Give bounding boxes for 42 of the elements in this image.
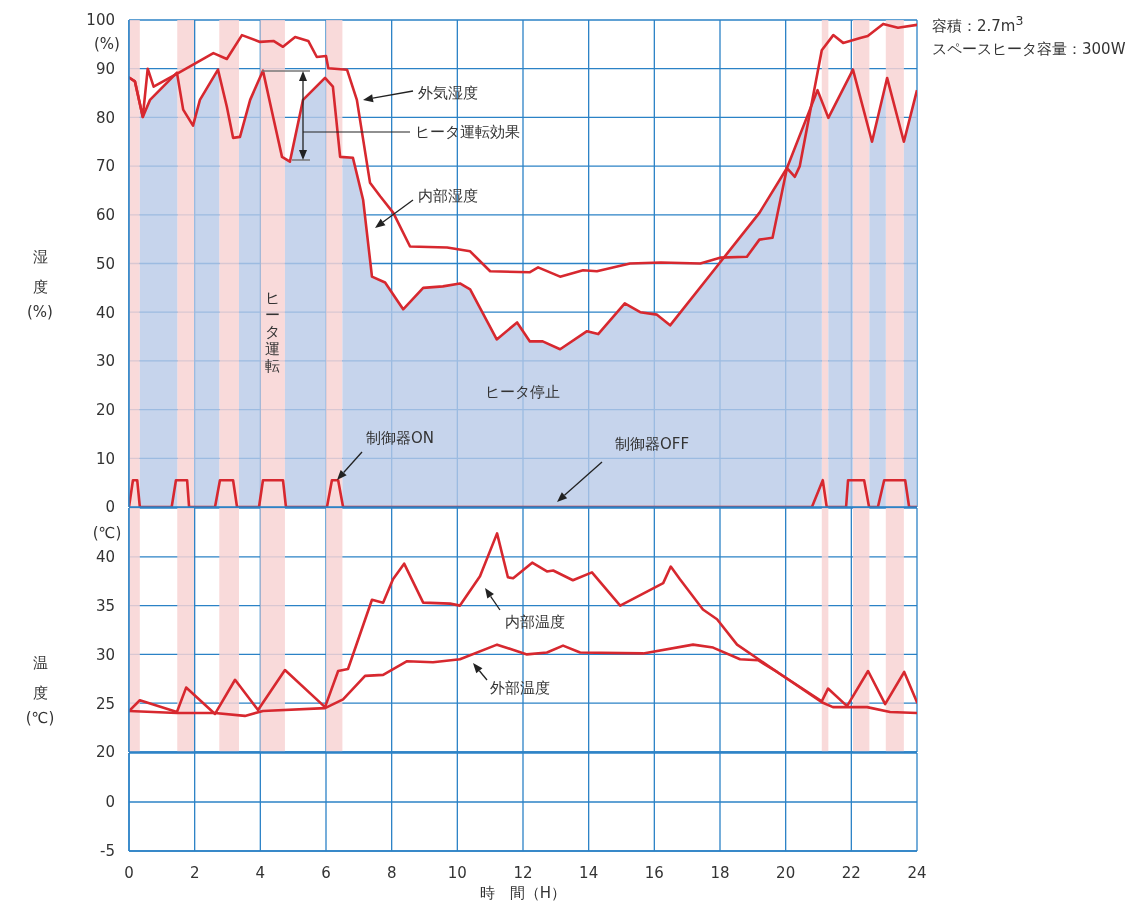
y-tick-label: 20: [95, 743, 115, 762]
y-tick-label: 10: [95, 449, 115, 468]
x-tick-label: 24: [907, 863, 927, 882]
annotation: 制御器OFF: [614, 434, 690, 453]
x-tick-label: 6: [321, 863, 331, 882]
y-axis-title: 湿度(%): [27, 247, 53, 322]
x-tick-label: 2: [189, 863, 200, 882]
x-tick-label: 4: [255, 863, 266, 882]
annotation: ヒータ運転: [264, 289, 280, 375]
y-tick-label: 60: [95, 206, 115, 225]
annotation: ヒータ停止: [484, 382, 560, 401]
text: 容積：2.7m$^{3}$: [932, 12, 1024, 35]
y-tick-label: 35: [95, 596, 115, 615]
y-tick-label: 0: [105, 793, 115, 812]
text: (℃): [92, 523, 122, 542]
x-tick-label: 16: [644, 863, 664, 882]
y-tick-label: 40: [95, 548, 115, 567]
y-tick-label: 90: [95, 60, 115, 79]
text: スペースヒータ容量：300W: [932, 39, 1126, 58]
annotation: 制御器ON: [365, 428, 435, 447]
x-tick-label: 12: [513, 863, 533, 882]
y-tick-label: 80: [95, 108, 115, 127]
x-tick-label: 20: [776, 863, 796, 882]
x-axis-title: 時 間（H）: [479, 883, 567, 903]
y-tick-label: 40: [95, 303, 115, 322]
x-tick-label: 10: [447, 863, 467, 882]
x-tick-label: 0: [124, 863, 134, 882]
y-tick-label: 20: [95, 400, 115, 419]
text: (%): [94, 34, 120, 53]
x-tick-label: 18: [710, 863, 730, 882]
x-tick-label: 22: [841, 863, 861, 882]
x-tick-label: 14: [579, 863, 599, 882]
y-tick-label: 25: [95, 694, 115, 713]
y-tick-label: 30: [95, 645, 115, 664]
y-tick-label: 100: [86, 11, 115, 30]
y-tick-label: -5: [100, 842, 115, 861]
y-tick-label: 50: [95, 254, 115, 273]
y-axis-title: 温度(℃): [25, 653, 55, 728]
y-tick-label: 70: [95, 157, 115, 176]
y-tick-label: 0: [105, 498, 115, 517]
x-tick-label: 8: [386, 863, 397, 882]
y-tick-label: 30: [95, 352, 115, 371]
